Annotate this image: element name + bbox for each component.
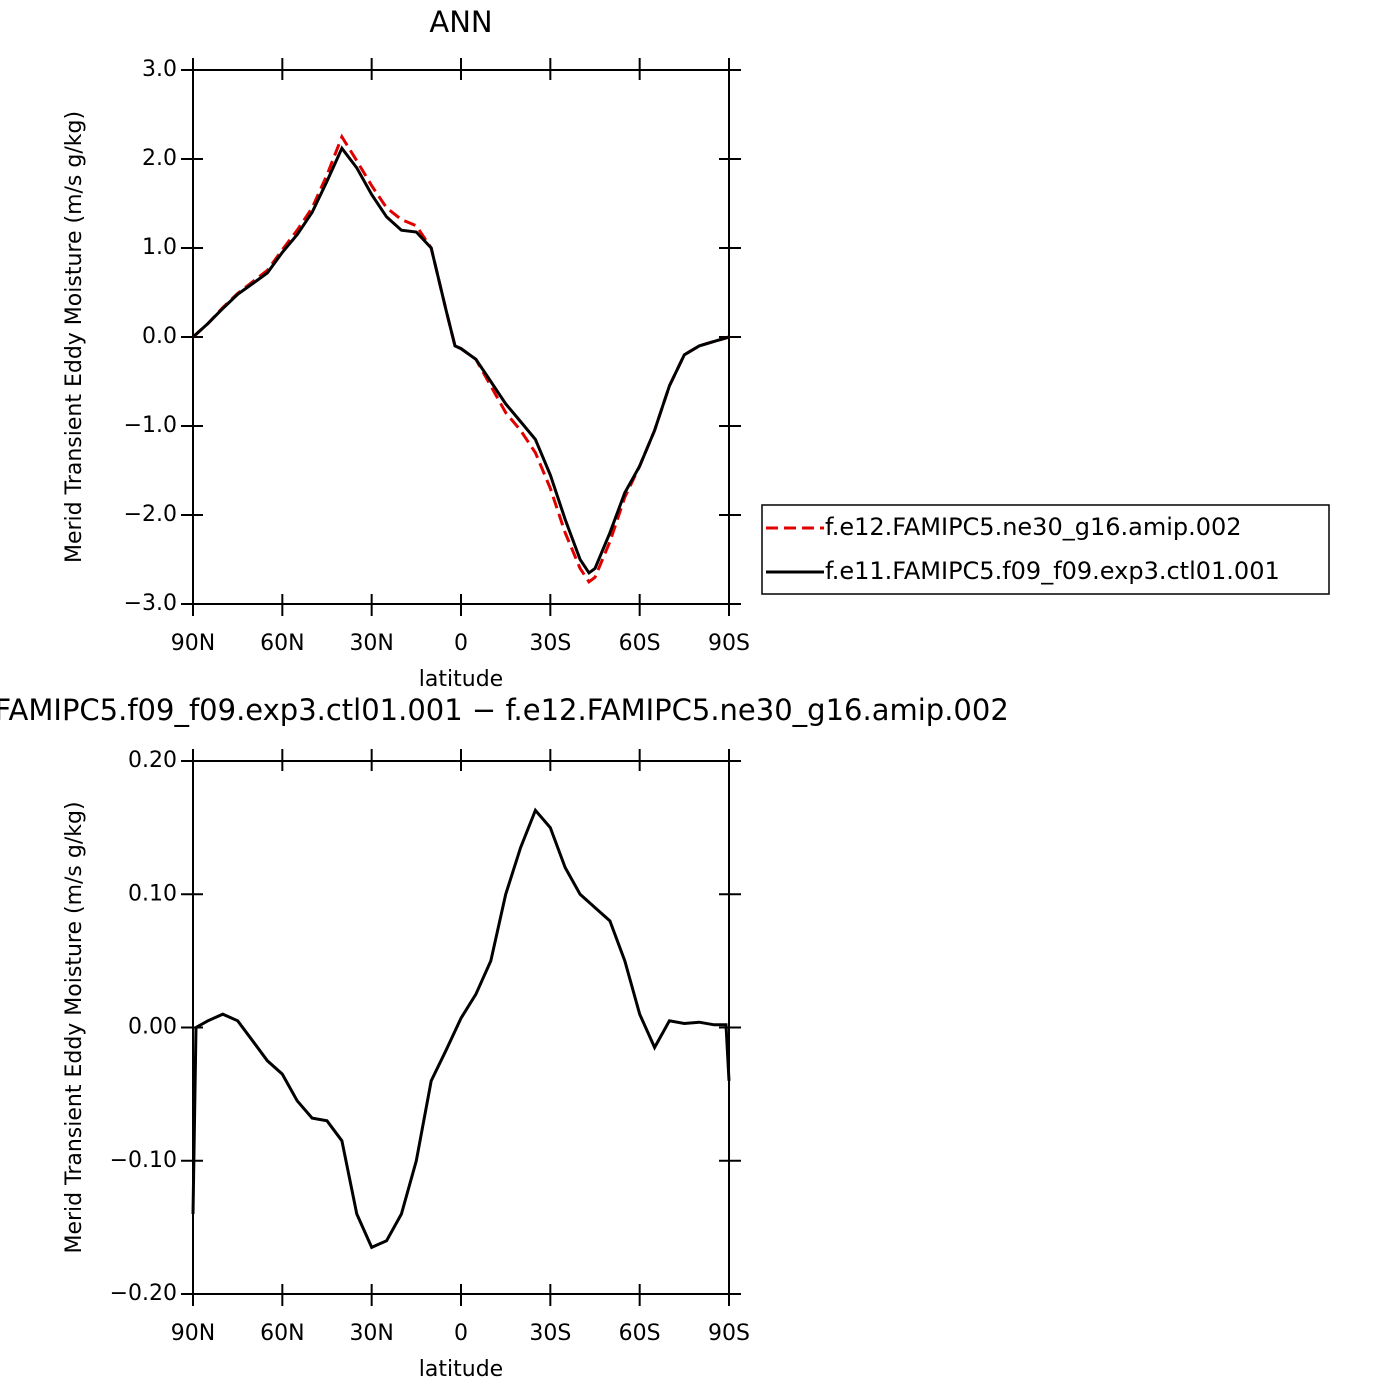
x-axis-label: latitude	[419, 667, 503, 692]
x-tick-label: 90N	[171, 1321, 215, 1346]
y-axis-label: Merid Transient Eddy Moisture (m/s g/kg)	[62, 801, 87, 1253]
x-tick-label: 0	[454, 1321, 468, 1346]
x-tick-label: 60N	[260, 631, 304, 656]
y-tick-label: 3.0	[142, 57, 177, 82]
y-tick-label: 0.0	[142, 324, 177, 349]
x-tick-label: 90S	[708, 631, 750, 656]
series-line	[191, 807, 731, 1250]
chart-title: ANN	[429, 5, 492, 39]
series-line	[191, 145, 730, 576]
y-tick-label: 2.0	[142, 146, 177, 171]
legend-label: f.e11.FAMIPC5.f09_f09.exp3.ctl01.001	[825, 557, 1280, 585]
y-tick-label: 0.00	[128, 1015, 177, 1040]
x-tick-label: 30N	[349, 1321, 393, 1346]
x-tick-label: 30S	[529, 1321, 571, 1346]
x-tick-label: 0	[454, 631, 468, 656]
legend-box	[761, 504, 1330, 595]
y-tick-label: 1.0	[142, 235, 177, 260]
y-axis-label: Merid Transient Eddy Moisture (m/s g/kg)	[62, 111, 87, 563]
x-tick-label: 30S	[529, 631, 571, 656]
x-tick-label: 60S	[619, 1321, 661, 1346]
x-tick-label: 90S	[708, 1321, 750, 1346]
y-tick-label: −1.0	[124, 413, 177, 438]
chart-title: f.e11.FAMIPC5.f09_f09.exp3.ctl01.001 − f…	[0, 693, 1009, 727]
plot-frame	[192, 760, 730, 1295]
legend-label: f.e12.FAMIPC5.ne30_g16.amip.002	[825, 513, 1242, 541]
x-tick-label: 60S	[619, 631, 661, 656]
x-axis-label: latitude	[419, 1357, 503, 1382]
y-tick-label: −0.20	[110, 1281, 177, 1306]
plot-frame	[192, 69, 730, 605]
series-line	[191, 133, 730, 584]
x-tick-label: 60N	[260, 1321, 304, 1346]
y-tick-label: 0.10	[128, 881, 177, 906]
y-tick-label: −2.0	[124, 502, 177, 527]
y-tick-label: −3.0	[124, 591, 177, 616]
x-tick-label: 30N	[349, 631, 393, 656]
y-tick-label: −0.10	[110, 1148, 177, 1173]
x-tick-label: 90N	[171, 631, 215, 656]
y-tick-label: 0.20	[128, 748, 177, 773]
